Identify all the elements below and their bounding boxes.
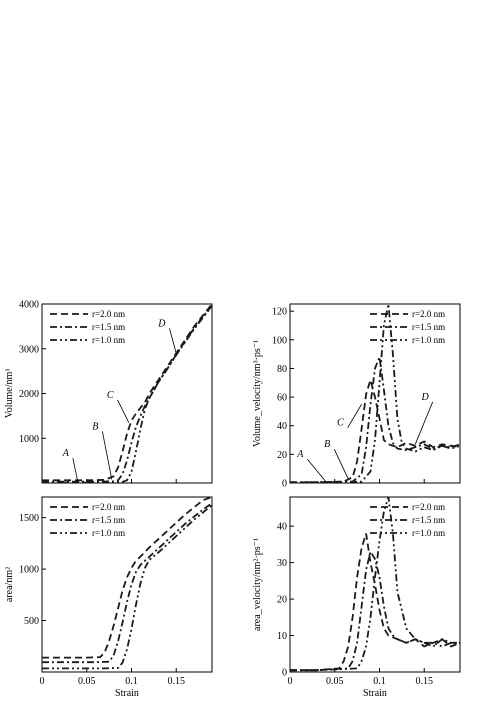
y-tick-label: 0 [282, 668, 287, 679]
y-tick-label: 120 [272, 307, 287, 318]
annotation-label: D [157, 318, 166, 329]
annotation-leader [72, 458, 79, 482]
annotation-leader [414, 401, 434, 445]
legend-entry: r=1.5 nm [412, 515, 445, 525]
legend-entry: r=1.5 nm [92, 515, 125, 525]
y-tick-label: 20 [277, 595, 287, 606]
y-tick-label: 3000 [19, 344, 39, 355]
y-axis-label: Volume/nm³ [4, 369, 15, 418]
series-line-2 [290, 353, 461, 484]
series-line-3 [290, 303, 461, 484]
x-tick-label: 0 [288, 676, 293, 687]
plot-frame [289, 496, 461, 673]
legend-entry: r=1.5 nm [92, 322, 125, 332]
y-tick-label: 60 [277, 393, 287, 404]
y-tick-label: 1000 [19, 565, 39, 576]
x-tick-label: 0 [40, 676, 45, 687]
y-tick-label: 40 [277, 421, 287, 432]
series-line-2 [42, 502, 213, 664]
y-tick-label: 4000 [19, 300, 39, 311]
annotation-label: C [107, 390, 114, 401]
panel-bottom-right: 0 0.05 0.1 0.15 0 10 20 30 40 Strain area_velocity… [252, 496, 461, 699]
y-tick-label: 40 [277, 522, 287, 533]
x-axis-label: Strain [115, 688, 139, 699]
annotation-leader [307, 458, 327, 482]
x-tick-label: 0.15 [415, 676, 433, 687]
legend-entry: r=2.0 nm [92, 309, 125, 319]
y-tick-label: 0 [282, 479, 287, 490]
annotation-leader [169, 328, 177, 354]
y-axis-label: area_velocity/nm²·ps⁻¹ [252, 538, 263, 631]
annotation-label: D [420, 392, 429, 403]
y-tick-label: 30 [277, 558, 287, 569]
y-tick-label: 100 [272, 335, 287, 346]
annotation-leader [333, 449, 349, 479]
series-line-3 [42, 305, 213, 484]
legend-entry: r=1.0 nm [92, 528, 125, 538]
x-tick-label: 0.05 [78, 676, 96, 687]
panel-top-right: 0 20 40 60 80 100 120 Volume_velocity/nm³·ps⁻¹ r… [252, 303, 461, 490]
x-tick-label: 0.05 [326, 676, 344, 687]
plot-frame [41, 496, 213, 673]
plot-frame [289, 303, 461, 484]
y-tick-label: 1000 [19, 434, 39, 445]
legend-entry: r=1.5 nm [412, 322, 445, 332]
legend-entry: r=2.0 nm [92, 502, 125, 512]
x-tick-label: 0.15 [167, 676, 185, 687]
y-axis-label: Volume_velocity/nm³·ps⁻¹ [252, 340, 263, 447]
y-tick-label: 20 [277, 450, 287, 461]
annotation-leader [347, 404, 362, 428]
series-line-1 [290, 376, 461, 484]
y-tick-label: 80 [277, 364, 287, 375]
y-axis-label: area/nm² [4, 567, 15, 602]
y-tick-label: 500 [24, 616, 39, 627]
series-line-3 [42, 504, 213, 670]
x-tick-label: 0.1 [373, 676, 386, 687]
y-tick-label: 10 [277, 631, 287, 642]
annotation-leader [101, 431, 113, 480]
series-line-3 [290, 496, 460, 672]
legend-entry: r=1.0 nm [412, 528, 445, 538]
y-tick-label: 1500 [19, 513, 39, 524]
annotation-label: B [324, 439, 330, 450]
legend-entry: r=1.0 nm [412, 335, 445, 345]
annotation-label: A [296, 449, 304, 460]
legend-entry: r=1.0 nm [92, 335, 125, 345]
annotation-label: B [92, 421, 98, 432]
annotation-label: C [337, 418, 344, 429]
series-line-2 [290, 549, 460, 672]
series-line-1 [42, 496, 213, 659]
panel-bottom-left: 0 0.05 0.1 0.15 500 1000 1500 Strain area/nm² r=2… [4, 496, 213, 699]
x-tick-label: 0.1 [125, 676, 138, 687]
panel-top-left: 1000 2000 3000 4000 Volume/nm³ r=2.0 nm r=1.5 … [4, 300, 213, 484]
annotation-label: A [62, 448, 70, 459]
annotation-leader [117, 399, 130, 423]
series-line-1 [290, 533, 461, 672]
x-axis-label: Strain [363, 688, 387, 699]
y-tick-label: 2000 [19, 389, 39, 400]
legend-entry: r=2.0 nm [412, 502, 445, 512]
legend-entry: r=2.0 nm [412, 309, 445, 319]
